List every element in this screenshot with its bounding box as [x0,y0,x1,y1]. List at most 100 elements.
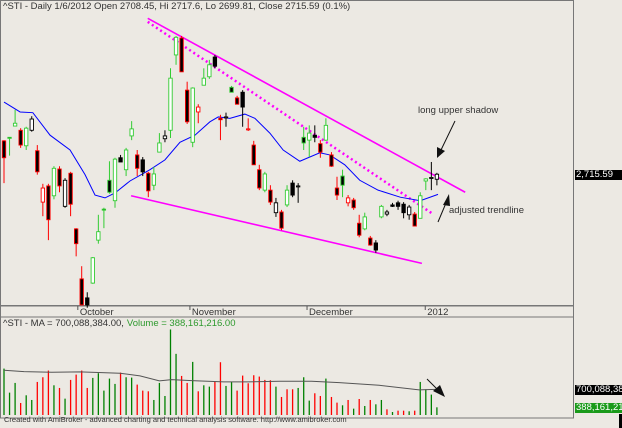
candle [173,35,179,65]
candle [318,140,323,158]
candle-body [201,77,206,86]
candle [351,197,356,210]
candle-body [257,169,262,189]
candle [329,152,334,167]
candle [301,126,306,150]
candle-body [312,134,317,138]
candle-body [68,172,73,205]
candle-body [196,106,201,113]
candle [268,185,273,205]
candle-body [429,177,434,179]
candle-body [262,173,267,191]
candle [157,133,162,153]
candle-body [118,157,123,163]
candle [296,183,301,203]
candle [401,202,406,219]
candle-body [284,189,290,206]
candle-body [340,175,345,186]
candle [345,195,351,207]
candle-body [296,185,301,188]
candle-body [218,117,223,121]
candle-body [40,187,46,203]
candle-body [151,173,156,186]
volume-layer [3,329,440,415]
candle [412,211,417,227]
candle-body [135,154,140,169]
candle [123,147,129,177]
candle [290,180,295,198]
candle-body [46,185,51,221]
volume-pane [0,316,574,419]
candle-body [62,179,68,207]
arrow-icon [426,378,445,397]
annotation-long-upper-shadow: long upper shadow [418,105,498,116]
candle [257,164,262,191]
candle-body [234,97,240,105]
candle [390,202,395,208]
candle-body [307,132,312,141]
volume-header: ^STI - MA = 700,088,384.00, Volume = 388,… [3,318,235,329]
candle-body [334,187,340,196]
candle-body [379,205,384,218]
candle-body [184,89,190,123]
candle [112,157,118,208]
last-price-label: 2,715.59 [575,170,622,180]
candle-body [107,179,112,193]
candle [73,228,79,257]
price-layer [1,17,466,308]
scroll-edge [619,414,622,428]
candle-body [96,231,101,241]
candle [395,200,401,210]
candle-body [412,213,417,227]
candle [68,171,73,217]
candle [35,145,40,175]
candle [218,114,223,141]
trendline [130,194,423,265]
candle-body [290,182,295,196]
candle [46,183,51,241]
volume-ma-axis-label: 700,088,384 [575,385,622,395]
candle-body [240,91,245,108]
candle-body [368,237,373,246]
candle-body [140,159,145,173]
candle [79,266,84,306]
candle-body [395,202,401,207]
volume-moving-average-line [3,369,440,391]
date-tick-label: October [80,307,114,318]
candle-body [85,297,90,306]
candle-body [12,122,18,127]
candle [151,166,156,191]
date-tick-label: December [309,307,353,318]
candle [201,68,206,86]
candle [251,140,256,166]
candle [162,130,168,143]
price-moving-average-line [3,101,439,202]
candle-body [157,142,162,153]
candle-body [362,216,367,230]
arrow-icon [437,194,450,223]
candle [62,178,68,208]
candle-body [401,203,406,214]
candle [240,90,245,127]
candle-body [90,257,95,284]
candle [29,116,34,132]
candle [357,214,362,238]
candle [312,125,317,143]
candle [1,140,7,184]
candle [379,204,384,219]
candle [429,161,434,191]
candle-body [279,211,284,229]
chart-title: ^STI - Daily 1/6/2012 Open 2708.45, Hi 2… [3,1,350,12]
candle [423,178,428,191]
candle-body [173,36,179,56]
candle [334,176,340,200]
candle [140,157,145,177]
candle [129,121,134,141]
candle-body [351,199,356,209]
candle [184,81,190,124]
candle [246,118,251,131]
candle-body [101,208,107,211]
candle-body [407,206,412,216]
candle-body [7,136,12,139]
candle [284,185,290,208]
